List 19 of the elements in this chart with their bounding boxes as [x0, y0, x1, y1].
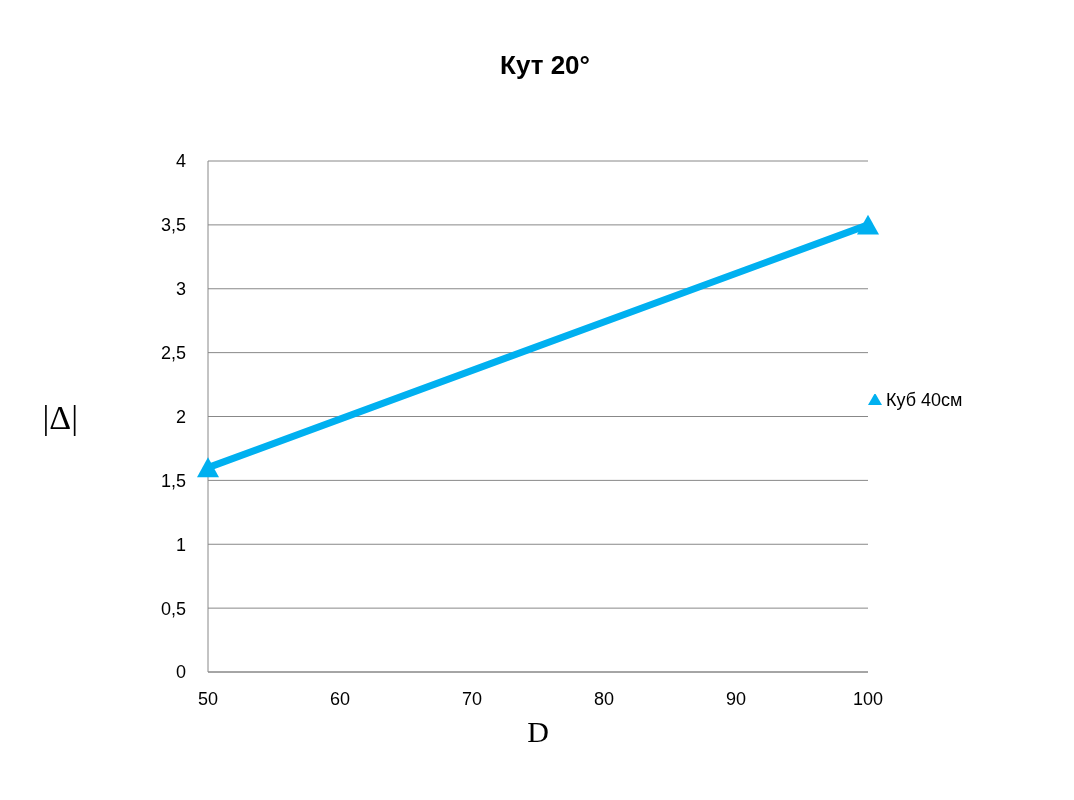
y-tick-label: 1 — [175, 534, 186, 555]
x-tick-label: 70 — [461, 688, 483, 709]
x-tick-label: 90 — [725, 688, 747, 709]
chart-title: Кут 20° — [499, 50, 591, 81]
x-tick-label: 50 — [197, 688, 219, 709]
y-tick-label: 4 — [175, 151, 186, 172]
x-tick-label: 100 — [852, 688, 884, 709]
x-tick-label: 80 — [593, 688, 615, 709]
legend-label: Куб 40см — [886, 389, 963, 410]
x-tick-label: 60 — [329, 688, 351, 709]
y-tick-label: 0 — [175, 662, 186, 683]
y-tick-label: 3,5 — [160, 215, 186, 236]
y-tick-label: 1,5 — [160, 470, 186, 491]
y-axis-title: |Δ| — [42, 398, 78, 436]
y-tick-label: 0,5 — [160, 598, 186, 619]
y-tick-label: 2 — [175, 406, 186, 427]
y-tick-label: 3 — [175, 279, 186, 300]
x-axis-title: D — [527, 715, 549, 748]
y-tick-label: 2,5 — [160, 343, 186, 364]
